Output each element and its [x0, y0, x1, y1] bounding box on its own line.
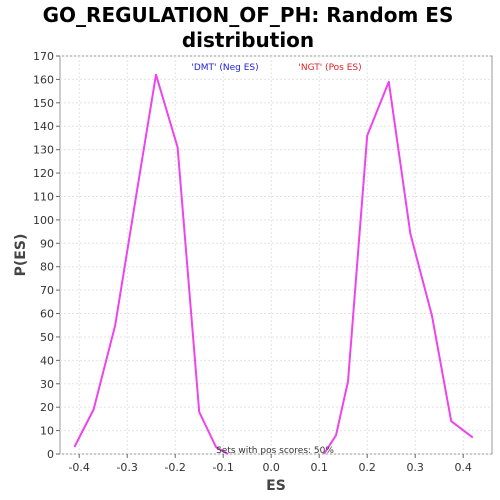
y-tick-label: 170	[33, 50, 54, 63]
x-tick-label: -0.4	[68, 461, 89, 474]
y-tick-label: 120	[33, 167, 54, 180]
y-tick-label: 20	[40, 401, 54, 414]
plot-area	[59, 55, 493, 455]
x-tick-label: 0.1	[310, 461, 328, 474]
x-tick-label: -0.2	[164, 461, 185, 474]
y-tick-label: 10	[40, 425, 54, 438]
y-tick-label: 30	[40, 378, 54, 391]
x-tick-label: 0.4	[454, 461, 472, 474]
series-layer	[73, 73, 474, 455]
chart-title-line-1: GO_REGULATION_OF_PH: Random ES	[43, 3, 454, 27]
series-line-1	[73, 73, 229, 455]
x-tick-label: 0.3	[406, 461, 424, 474]
y-tick-label: 90	[40, 237, 54, 250]
y-axis-ticks: 0 10 20 30 40 50 60 70 80 90 100 110 120 130 140 150 160…	[33, 50, 60, 461]
chart-title-line-2: distribution	[182, 28, 314, 52]
y-tick-label: 110	[33, 190, 54, 203]
y-tick-label: 70	[40, 284, 54, 297]
pos-scores-annotation: Sets with pos scores: 50%	[216, 446, 334, 456]
x-tick-label: 0.2	[358, 461, 376, 474]
y-tick-label: 130	[33, 144, 54, 157]
y-tick-label: 80	[40, 261, 54, 274]
x-tick-label: 0.0	[262, 461, 280, 474]
y-tick-label: 100	[33, 214, 54, 227]
legend-entry-neg: 'DMT' (Neg ES)	[191, 63, 258, 73]
y-tick-label: 40	[40, 354, 54, 367]
y-tick-label: 140	[33, 120, 54, 133]
y-tick-label: 60	[40, 308, 54, 321]
y-tick-label: 0	[47, 448, 54, 461]
y-tick-label: 160	[33, 73, 54, 86]
y-tick-label: 150	[33, 97, 54, 110]
x-tick-label: -0.3	[116, 461, 137, 474]
y-tick-label: 50	[40, 331, 54, 344]
y-axis-label: P(ES)	[13, 234, 29, 277]
x-axis-ticks: -0.4 -0.3 -0.2 -0.1 0.0 0.1 0.2 0.3 0.4	[68, 454, 472, 474]
x-tick-label: -0.1	[212, 461, 233, 474]
grid-lines	[60, 55, 492, 455]
legend-entry-pos: 'NGT' (Pos ES)	[298, 63, 361, 73]
x-axis-label: ES	[266, 478, 286, 494]
series-line-2	[323, 80, 474, 455]
